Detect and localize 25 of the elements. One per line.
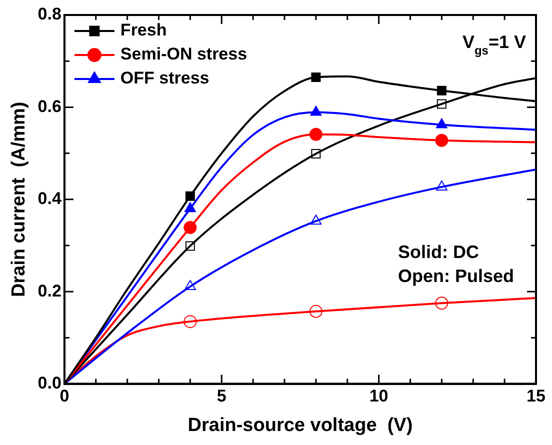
y-tick-label: 0.8	[38, 4, 62, 24]
point	[184, 280, 196, 290]
annotation: Solid: DC	[398, 242, 479, 262]
point	[436, 180, 448, 190]
legend-label: Fresh	[120, 20, 167, 40]
x-tick-label: 15	[526, 386, 546, 406]
x-tick-label: 10	[369, 386, 388, 406]
point	[184, 315, 197, 328]
y-tick-label: 0.6	[38, 96, 62, 116]
point	[436, 99, 446, 109]
annotation: Open: Pulsed	[398, 266, 514, 286]
point	[311, 149, 321, 159]
legend-label: OFF stress	[120, 68, 210, 88]
legend-label: Semi-ON stress	[120, 44, 248, 64]
x-tick-label: 5	[216, 386, 226, 406]
y-tick-label: 0.4	[38, 189, 62, 208]
point	[185, 241, 195, 251]
point	[309, 304, 322, 318]
x-axis-title: Drain-source voltage (V)	[188, 414, 413, 436]
y-axis-title: Drain current (A/mm)	[8, 102, 30, 298]
point	[310, 214, 322, 225]
point	[435, 296, 448, 310]
y-tick-label: 0.0	[38, 373, 62, 392]
x-tick-label: 0	[60, 386, 70, 406]
y-tick-label: 0.2	[38, 281, 62, 300]
